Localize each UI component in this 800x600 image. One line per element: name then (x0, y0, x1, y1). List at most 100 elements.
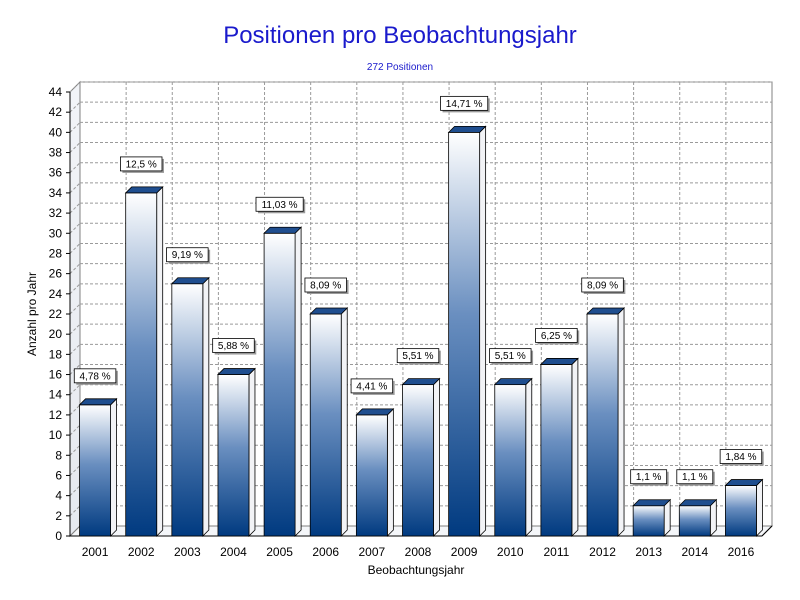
data-label-2013: 1,1 % (630, 469, 669, 486)
y-tick-label: 10 (49, 428, 63, 442)
y-tick-label: 6 (55, 468, 62, 482)
x-tick-label: 2005 (266, 545, 293, 559)
grid-line-side (69, 465, 81, 476)
data-label-box (350, 378, 394, 394)
data-label-box (166, 247, 209, 263)
bar-side (433, 377, 440, 537)
data-label-text: 5,51 % (495, 351, 526, 362)
data-label-text: 6,25 % (541, 331, 572, 342)
data-label-text: 8,09 % (587, 281, 618, 292)
data-label-2002: 12,5 % (120, 156, 164, 173)
grid-line-side (69, 263, 81, 274)
data-label-box (212, 338, 255, 353)
grid-line-side (69, 485, 81, 496)
bar-front (725, 485, 757, 537)
bar-top (539, 358, 579, 365)
data-label-text: 5,88 % (218, 341, 249, 352)
data-label-text: 1,84 % (725, 452, 756, 463)
data-label-2006: 8,09 % (304, 277, 349, 294)
bar-2003 (170, 276, 210, 537)
bar-front (79, 404, 111, 537)
grid-line-side (69, 182, 81, 194)
bar-front (125, 192, 158, 537)
grid-line-side (69, 404, 81, 416)
y-tick-label: 26 (49, 267, 63, 281)
x-axis-depth (761, 525, 773, 537)
x-tick-label: 2010 (497, 545, 524, 559)
x-tick-label: 2016 (728, 545, 755, 559)
bar-top (447, 125, 487, 133)
bar-side (386, 407, 394, 537)
data-label-2012: 8,09 % (581, 277, 626, 294)
bar-front (263, 232, 296, 537)
bar-front (632, 505, 665, 537)
bar-side (525, 377, 533, 537)
y-tick-label: 22 (49, 307, 63, 321)
x-tick-label: 2011 (543, 545, 569, 559)
data-label-box (676, 469, 714, 485)
bar-top (124, 186, 164, 194)
data-label-box (581, 277, 624, 293)
data-label-text: 5,51 % (402, 351, 433, 362)
bar-front (309, 313, 342, 537)
data-label-box (255, 196, 304, 212)
y-tick-label: 18 (49, 347, 63, 361)
bar-2006 (309, 307, 349, 537)
y-tick-label: 30 (49, 226, 63, 240)
data-label-2003: 9,19 % (166, 247, 211, 264)
y-tick-label: 2 (55, 509, 62, 523)
x-tick-label: 2008 (405, 545, 432, 559)
grid-line-side (69, 384, 81, 396)
bar-top (170, 277, 210, 285)
bar-front (355, 414, 388, 537)
y-tick-label: 32 (49, 206, 63, 220)
bar-front (402, 384, 434, 537)
data-label-2005: 11,03 % (255, 196, 306, 214)
grid-line-side (69, 222, 81, 234)
bar-top (401, 378, 441, 386)
data-label-2011: 6,25 % (535, 328, 580, 345)
bar-2001 (78, 397, 118, 537)
y-tick-label: 28 (49, 246, 63, 260)
y-tick-label: 0 (55, 529, 62, 543)
bar-2010 (493, 377, 533, 537)
bar-front (448, 131, 481, 537)
x-tick-label: 2012 (589, 545, 616, 559)
grid-line-side (69, 243, 81, 254)
data-label-2008: 5,51 % (396, 348, 441, 365)
data-label-box (440, 95, 489, 111)
bar-top (678, 499, 718, 507)
bar-side (479, 125, 487, 537)
bar-top (78, 398, 118, 406)
grid-line-side (69, 283, 81, 295)
y-tick-label: 36 (49, 166, 63, 180)
bar-top (724, 479, 764, 486)
y-tick-label: 14 (49, 388, 63, 402)
data-label-box (120, 156, 163, 172)
bar-front (171, 283, 204, 537)
bar-2009 (447, 125, 487, 537)
data-label-text: 11,03 % (262, 200, 298, 211)
bar-2002 (124, 185, 164, 537)
y-tick-label: 24 (49, 287, 63, 301)
data-label-box (489, 348, 532, 364)
data-label-box (304, 277, 347, 293)
grid-line-side (69, 444, 81, 456)
bar-2013 (632, 498, 672, 537)
grid-line-side (69, 344, 81, 355)
data-label-text: 1,1 % (682, 472, 708, 483)
bar-2016 (724, 478, 764, 537)
grid-line-side (69, 101, 81, 113)
data-label-text: 14,71 % (446, 99, 483, 110)
bar-2005 (263, 226, 303, 537)
data-label-box (396, 348, 440, 364)
data-label-text: 4,41 % (356, 381, 387, 392)
y-tick-label: 42 (49, 105, 63, 119)
bar-front (678, 505, 711, 537)
data-label-text: 8,09 % (310, 281, 341, 292)
x-tick-label: 2001 (82, 545, 109, 559)
bar-top (263, 226, 303, 234)
y-tick-label: 34 (49, 186, 63, 200)
data-label-2007: 4,41 % (350, 378, 395, 395)
bar-2008 (401, 377, 441, 537)
